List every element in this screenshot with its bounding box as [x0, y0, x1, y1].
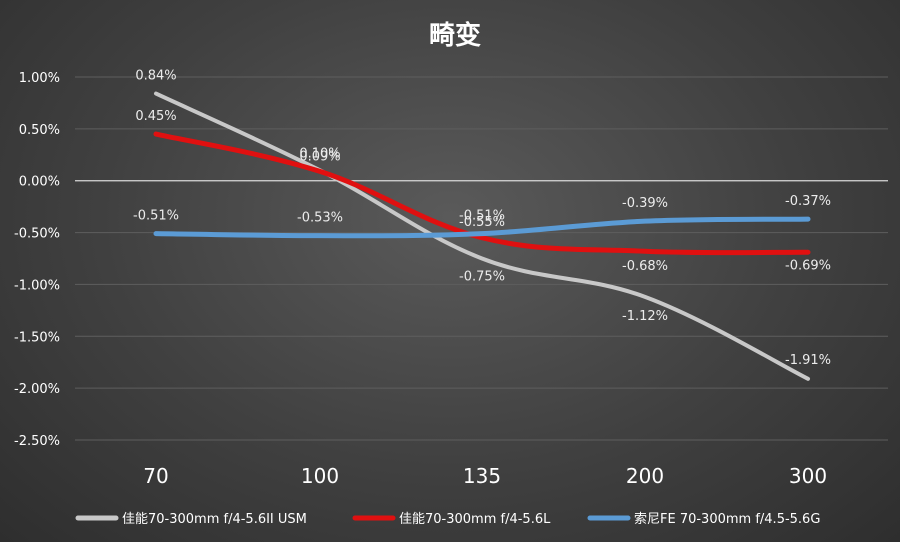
- legend-label: 佳能70-300mm f/4-5.6II USM: [122, 512, 307, 527]
- y-tick-label: -2.00%: [14, 382, 60, 397]
- legend-label: 索尼FE 70-300mm f/4.5-5.6G: [634, 512, 820, 527]
- x-tick-label: 70: [143, 464, 168, 488]
- data-label: -0.53%: [297, 211, 343, 226]
- y-tick-label: 1.00%: [19, 71, 60, 86]
- data-label: -0.39%: [622, 196, 668, 211]
- data-label: -0.51%: [133, 209, 179, 224]
- y-tick-label: 0.00%: [19, 175, 60, 190]
- data-label: -1.91%: [785, 353, 831, 368]
- data-label: -0.55%: [459, 215, 505, 230]
- legend-label: 佳能70-300mm f/4-5.6L: [399, 512, 551, 527]
- data-label: -1.12%: [622, 309, 668, 324]
- data-label: -0.37%: [785, 194, 831, 209]
- data-label: -0.69%: [785, 258, 831, 273]
- y-tick-label: 0.50%: [19, 123, 60, 138]
- series-line-2: [153, 131, 811, 256]
- x-tick-label: 200: [626, 464, 664, 488]
- data-label: 0.10%: [299, 146, 340, 161]
- y-axis-tick-labels: 1.00% 0.50% 0.00% -0.50% -1.00% -1.50% -2.00% -…: [14, 71, 60, 449]
- y-tick-label: -2.50%: [14, 434, 60, 449]
- data-label: -0.75%: [459, 270, 505, 285]
- data-label: -0.51%: [459, 209, 505, 224]
- series-lines: [153, 91, 811, 381]
- data-label: 0.09%: [299, 149, 340, 164]
- x-tick-label: 100: [301, 464, 339, 488]
- data-label: 0.45%: [135, 109, 176, 124]
- y-tick-label: -0.50%: [14, 227, 60, 242]
- data-label: 0.84%: [135, 69, 176, 84]
- series-line-1: [154, 91, 810, 381]
- chart-title: 畸变: [429, 20, 481, 51]
- x-tick-label: 300: [789, 464, 827, 488]
- y-tick-label: -1.50%: [14, 330, 60, 345]
- series-line-3: [153, 216, 811, 239]
- x-axis-tick-labels: 70 100 135 200 300: [143, 464, 827, 488]
- y-tick-label: -1.00%: [14, 278, 60, 293]
- legend: 佳能70-300mm f/4-5.6II USM 佳能70-300mm f/4-5…: [75, 512, 820, 527]
- data-labels: 0.84% 0.10% -0.75% -1.12% -1.91% 0.45% 0.09% -0…: [133, 69, 831, 368]
- x-tick-label: 135: [463, 464, 501, 488]
- data-label: -0.68%: [622, 259, 668, 274]
